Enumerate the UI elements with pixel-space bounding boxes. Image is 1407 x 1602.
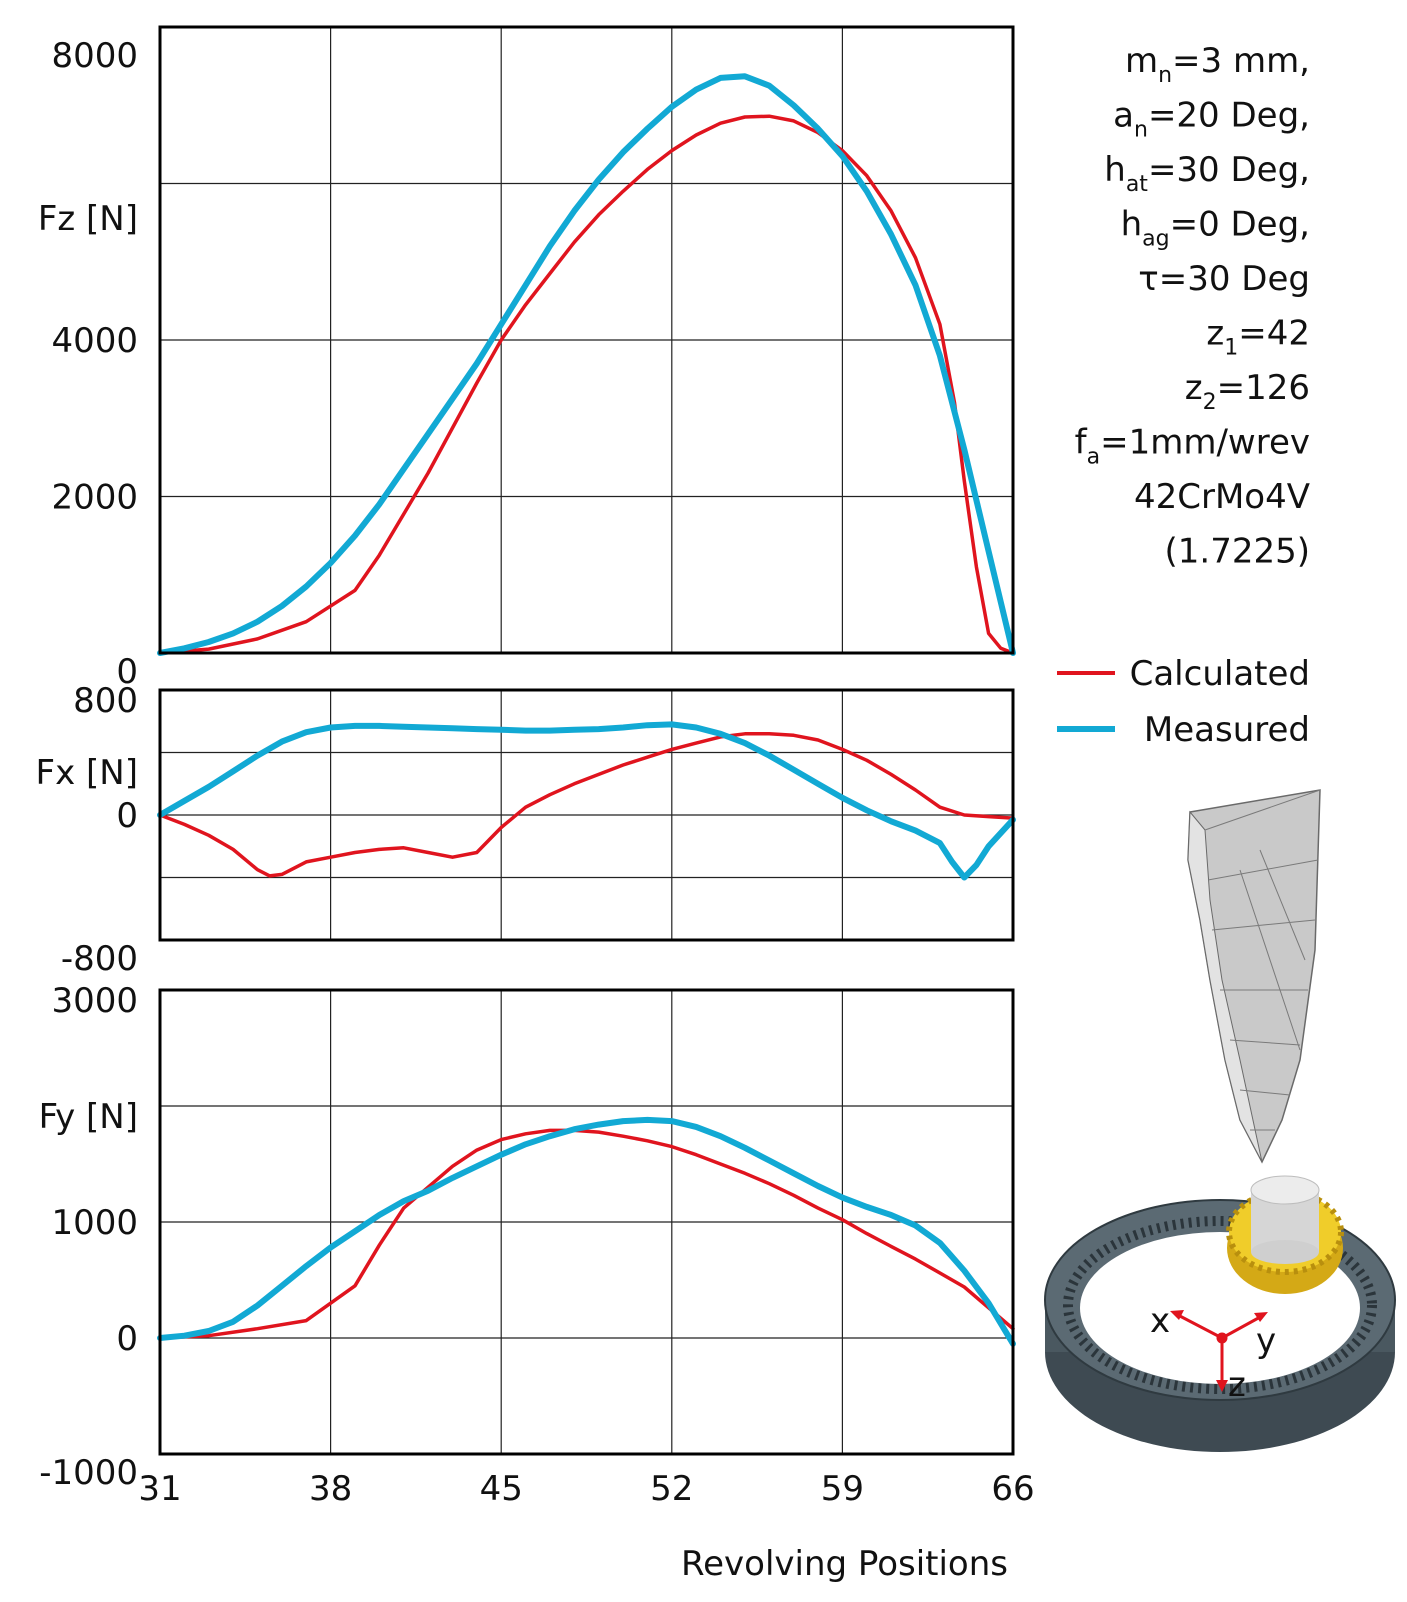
x-axis-title: Revolving Positions — [681, 1544, 1008, 1584]
parameter-line: (1.7225) — [1165, 532, 1311, 572]
fz-grid — [160, 27, 1013, 653]
y-tick-label: 1000 — [51, 1203, 138, 1243]
x-tick-label: 52 — [650, 1469, 693, 1509]
axes-origin — [1218, 1334, 1226, 1342]
parameter-line: fa=1mm/wrev — [1075, 423, 1310, 470]
x-tick-label: 66 — [991, 1469, 1034, 1509]
parameter-line: z2=126 — [1185, 368, 1310, 415]
y-tick-label: -1000 — [39, 1453, 138, 1493]
y-tick-label: -800 — [61, 939, 138, 979]
chip-illustration — [1188, 790, 1320, 1162]
ring-gear-illustration: x y z — [1045, 1176, 1395, 1452]
figure-canvas: 0 2000 4000 8000 Fz [N] -800 0 800 Fx [N] -10… — [0, 0, 1407, 1602]
fx-y-ticks: -800 0 800 — [61, 681, 138, 979]
fy-curves — [160, 1120, 1013, 1344]
x-tick-label: 31 — [138, 1469, 181, 1509]
legend: Calculated Measured — [1057, 654, 1310, 750]
fx-panel: -800 0 800 Fx [N] — [36, 681, 1013, 979]
y-tick-label: 0 — [116, 796, 138, 836]
fy-panel: -1000 0 1000 3000 31 38 45 52 59 66 Fy [N] Revol… — [39, 981, 1035, 1584]
y-axis-letter: y — [1256, 1321, 1276, 1361]
legend-label: Measured — [1144, 710, 1310, 750]
fz-axis-label: Fz [N] — [38, 199, 138, 239]
fz-curves — [160, 76, 1013, 653]
parameter-line: mn=3 mm, — [1125, 41, 1310, 88]
fx-calculated-line — [160, 734, 1013, 876]
fy-calculated-line — [160, 1130, 1013, 1338]
y-tick-label: 800 — [73, 681, 138, 721]
fx-axis-label: Fx [N] — [36, 753, 138, 793]
parameter-line: an=20 Deg, — [1113, 96, 1310, 143]
x-tick-label: 59 — [821, 1469, 864, 1509]
fz-measured-line — [160, 76, 1013, 653]
fy-axis-label: Fy [N] — [39, 1097, 138, 1137]
pinion-shaft-bottom — [1251, 1240, 1319, 1264]
y-tick-label: 2000 — [51, 478, 138, 518]
fy-measured-line — [160, 1120, 1013, 1344]
y-tick-label: 3000 — [51, 981, 138, 1021]
parameter-list: mn=3 mm, an=20 Deg, hat=30 Deg, hag=0 Deg, τ… — [1075, 41, 1310, 572]
fx-curves — [160, 724, 1013, 877]
parameter-line: hag=0 Deg, — [1121, 205, 1310, 252]
x-tick-label: 45 — [480, 1469, 523, 1509]
fy-grid — [160, 990, 1013, 1454]
y-tick-label: 8000 — [51, 36, 138, 76]
fy-x-ticks: 31 38 45 52 59 66 — [138, 1469, 1034, 1509]
parameter-line: hat=30 Deg, — [1104, 150, 1310, 197]
parameter-line: 42CrMo4V — [1134, 477, 1310, 517]
fx-measured-line — [160, 724, 1013, 877]
y-tick-label: 4000 — [51, 321, 138, 361]
y-tick-label: 0 — [116, 1319, 138, 1359]
x-axis-letter: x — [1150, 1301, 1170, 1341]
parameter-line: τ=30 Deg — [1138, 259, 1310, 299]
x-tick-label: 38 — [309, 1469, 352, 1509]
legend-label: Calculated — [1130, 654, 1310, 694]
parameter-line: z1=42 — [1206, 314, 1310, 361]
chip-body — [1188, 790, 1320, 1162]
fy-y-ticks: -1000 0 1000 3000 — [39, 981, 138, 1493]
pinion-shaft-top — [1251, 1176, 1319, 1204]
z-axis-letter: z — [1228, 1365, 1246, 1405]
